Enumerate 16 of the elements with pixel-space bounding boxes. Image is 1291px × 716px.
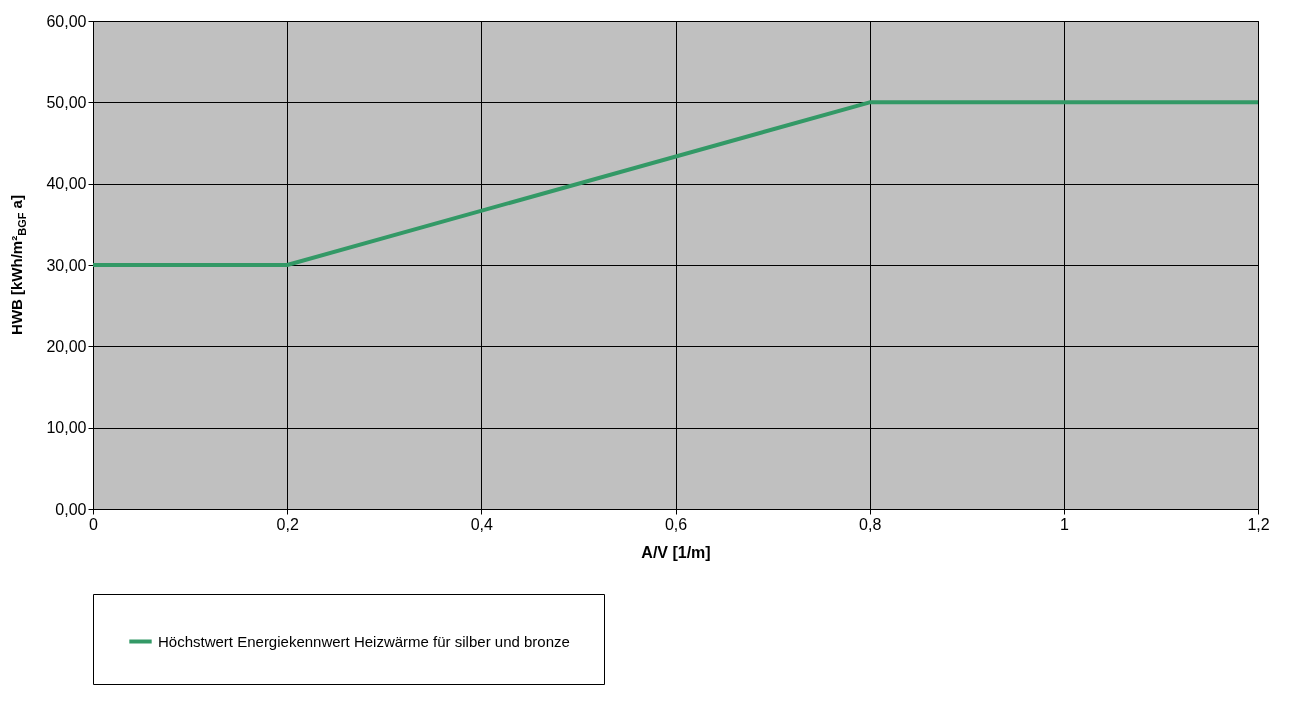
x-tick-label: 0 — [89, 515, 99, 533]
y-tick-label: 30,00 — [46, 256, 87, 274]
x-tick-label: 0,2 — [276, 515, 299, 533]
x-tick-label: 1 — [1059, 515, 1069, 533]
y-tick-label: 10,00 — [46, 419, 87, 437]
legend-label: Höchstwert Energiekennwert Heizwärme für silber und bronze — [158, 632, 570, 650]
x-tick-label: 1,2 — [1247, 515, 1270, 533]
y-tick-label: 50,00 — [46, 93, 87, 111]
y-tick-label: 0,00 — [55, 500, 87, 518]
y-tick-label: 20,00 — [46, 337, 87, 355]
y-tick-label: 40,00 — [46, 175, 87, 193]
x-tick-label: 0,8 — [859, 515, 882, 533]
y-tick-label: 60,00 — [46, 12, 87, 30]
x-axis-title: A/V [1/m] — [641, 543, 711, 561]
x-tick-label: 0,6 — [664, 515, 688, 533]
x-tick-label: 0,4 — [470, 515, 494, 533]
